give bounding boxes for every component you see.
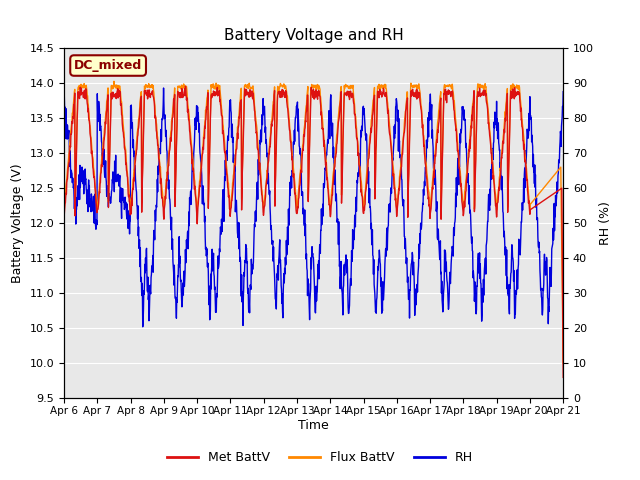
Legend: Met BattV, Flux BattV, RH: Met BattV, Flux BattV, RH: [162, 446, 478, 469]
Title: Battery Voltage and RH: Battery Voltage and RH: [224, 28, 403, 43]
Text: DC_mixed: DC_mixed: [74, 59, 142, 72]
X-axis label: Time: Time: [298, 419, 329, 432]
Y-axis label: RH (%): RH (%): [600, 201, 612, 245]
Y-axis label: Battery Voltage (V): Battery Voltage (V): [11, 163, 24, 283]
